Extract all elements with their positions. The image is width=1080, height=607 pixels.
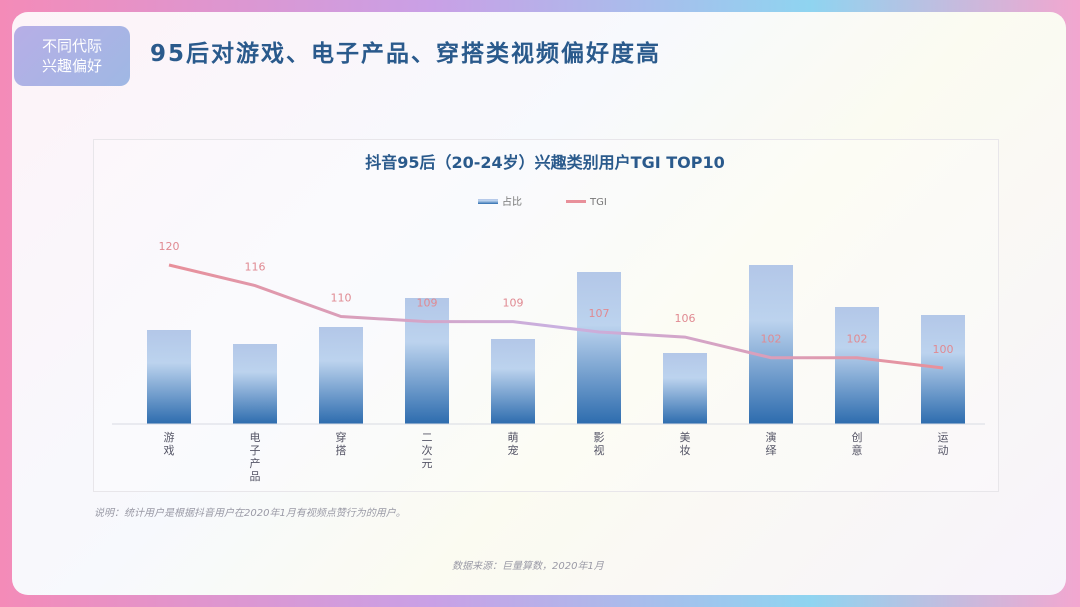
tgi-label-6: 106: [675, 312, 696, 325]
bar-0: [147, 330, 191, 424]
x-tick-label-6: 美妆: [680, 431, 691, 457]
legend-bar-label: 占比: [502, 195, 522, 208]
bar-4: [491, 339, 535, 424]
legend-line-swatch: [566, 200, 586, 203]
data-source: 数据来源：巨量算数，2020年1月: [452, 561, 604, 572]
x-tick-label-1: 电子产品: [250, 431, 261, 483]
bar-7: [749, 265, 793, 424]
bar-9: [921, 315, 965, 424]
x-tick-label-4: 萌宠: [508, 430, 519, 457]
chart-note: 说明：统计用户是根据抖音用户在2020年1月有视频点赞行为的用户。: [94, 508, 406, 519]
tgi-label-2: 110: [331, 292, 352, 305]
tgi-label-3: 109: [417, 297, 438, 310]
chart-title: 抖音95后（20-24岁）兴趣类别用户TGI TOP10: [365, 153, 725, 172]
tgi-label-1: 116: [245, 261, 266, 274]
bar-6: [663, 353, 707, 424]
x-tick-label-8: 创意: [852, 431, 863, 457]
bar-8: [835, 307, 879, 424]
section-tag-line2: 兴趣偏好: [41, 57, 102, 75]
x-tick-label-7: 演绎: [766, 430, 777, 457]
bar-1: [233, 344, 277, 424]
tgi-label-0: 120: [159, 240, 180, 253]
x-tick-label-5: 影视: [594, 431, 605, 457]
tgi-label-8: 102: [847, 333, 868, 346]
x-tick-label-3: 二次元: [422, 431, 433, 470]
legend-bar-swatch: [478, 199, 498, 204]
bar-5: [577, 272, 621, 424]
bar-2: [319, 327, 363, 424]
tgi-label-4: 109: [503, 297, 524, 310]
section-tag-line1: 不同代际: [41, 37, 102, 55]
slide-card: [12, 12, 1066, 595]
tgi-line: [168, 263, 944, 370]
legend-line-label: TGI: [589, 197, 607, 208]
x-tick-label-9: 运动: [938, 431, 949, 457]
tgi-label-9: 100: [933, 343, 954, 356]
x-tick-label-2: 穿搭: [336, 430, 347, 457]
tgi-label-5: 107: [589, 307, 610, 320]
bar-3: [405, 298, 449, 424]
x-tick-label-0: 游戏: [164, 431, 175, 457]
tgi-label-7: 102: [761, 333, 782, 346]
section-tag: 不同代际 兴趣偏好: [14, 26, 130, 86]
slide-headline: 95后对游戏、电子产品、穿搭类视频偏好度高: [150, 41, 662, 67]
